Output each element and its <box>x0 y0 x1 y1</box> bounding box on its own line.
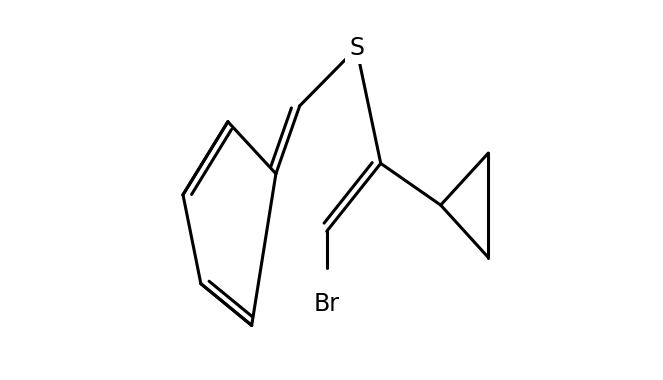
Text: Br: Br <box>314 291 339 315</box>
Text: S: S <box>349 36 364 60</box>
